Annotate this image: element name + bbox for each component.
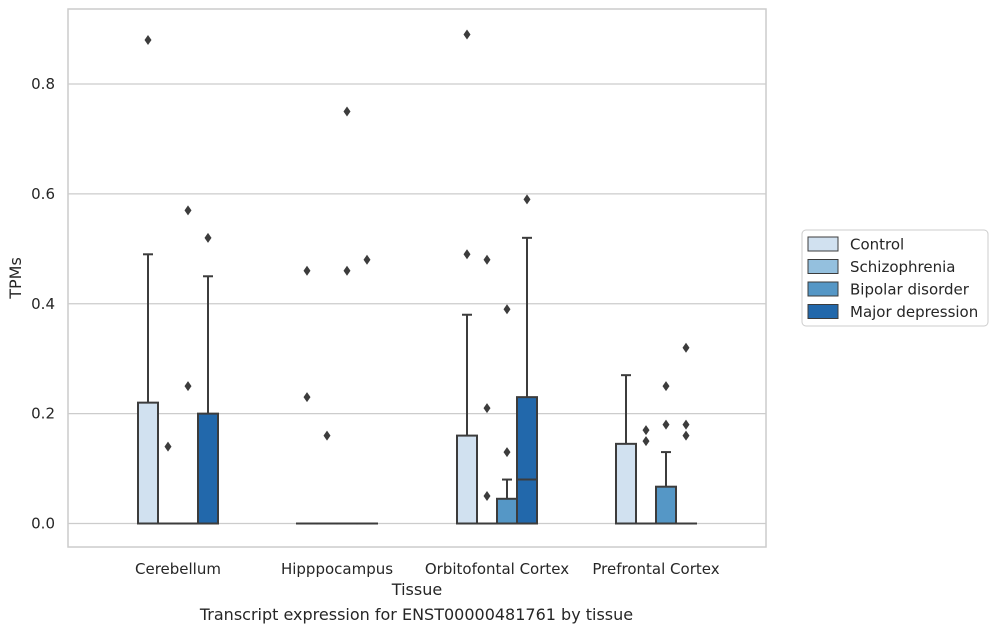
outlier-point [483,403,491,414]
outlier-point [323,430,331,441]
legend-swatch [807,281,839,297]
box-bipolar-disorder [655,381,677,525]
outlier-point [144,35,152,46]
box-plot-chart: 0.0 0.2 0.4 0.6 0.8 Cerebellum Hipppocampus Or… [6,8,989,599]
outlier-point [463,29,471,40]
y-axis-ticks: 0.0 0.2 0.4 0.6 0.8 [31,75,55,533]
box-major-depression [197,232,219,525]
outlier-point [642,425,650,436]
y-tick-label: 0.2 [31,405,55,423]
outlier-point [204,232,212,243]
box-major-depression [675,342,697,525]
box-plot-series [137,29,697,525]
legend: Control Schizophrenia Bipolar disorder Majo… [801,229,989,327]
legend-label: Schizophrenia [850,258,955,276]
box-control [296,265,318,525]
box [456,434,478,525]
outlier-point [343,265,351,276]
outlier-point [483,491,491,502]
legend-frame [801,229,989,327]
outlier-point [184,205,192,216]
y-tick-label: 0.0 [31,515,55,533]
outlier-point [463,249,471,260]
x-tick-label: Hipppocampus [281,560,393,578]
box [655,485,677,525]
box-schizophrenia [635,425,657,525]
box [615,442,637,525]
outlier-point [164,441,172,452]
plot-frame [67,8,767,548]
box [197,412,219,525]
box-major-depression [356,254,378,525]
y-tick-label: 0.8 [31,75,55,93]
outlier-point [642,436,650,447]
box-schizophrenia [476,254,498,525]
outlier-point [363,254,371,265]
box-bipolar-disorder [177,205,199,525]
outlier-point [503,304,511,315]
legend-label: Bipolar disorder [850,281,970,299]
y-axis-label: TPMs [6,257,25,300]
outlier-point [523,194,531,205]
x-tick-label: Orbitofontal Cortex [425,560,569,578]
outlier-point [303,392,311,403]
legend-label: Major depression [850,303,978,321]
outlier-point [483,254,491,265]
box [137,401,159,525]
box-control [137,35,159,525]
x-tick-label: Prefrontal Cortex [592,560,719,578]
legend-label: Control [850,236,904,254]
outlier-point [682,342,690,353]
legend-swatch [807,304,839,319]
outlier-point [343,106,351,117]
x-axis-ticks: Cerebellum Hipppocampus Orbitofontal Corte… [135,560,720,578]
legend-swatch [807,236,839,252]
x-tick-label: Cerebellum [135,560,221,578]
box-control [615,374,637,525]
box [496,497,518,525]
outlier-point [503,447,511,458]
box [516,396,538,525]
outlier-point [682,430,690,441]
legend-swatch [807,259,839,274]
chart-caption: Transcript expression for ENST0000048176… [199,605,634,624]
outlier-point [303,265,311,276]
outlier-point [184,381,192,392]
outlier-point [662,419,670,430]
box-bipolar-disorder [496,304,518,525]
outlier-point [682,419,690,430]
grid-lines [68,83,766,525]
box-schizophrenia [316,430,338,525]
y-tick-label: 0.6 [31,185,55,203]
y-tick-label: 0.4 [31,295,55,313]
outlier-point [662,381,670,392]
box-schizophrenia [157,441,179,525]
box-bipolar-disorder [336,106,358,525]
box-control [456,29,478,525]
box-major-depression [516,194,538,525]
x-axis-label: Tissue [391,580,442,599]
